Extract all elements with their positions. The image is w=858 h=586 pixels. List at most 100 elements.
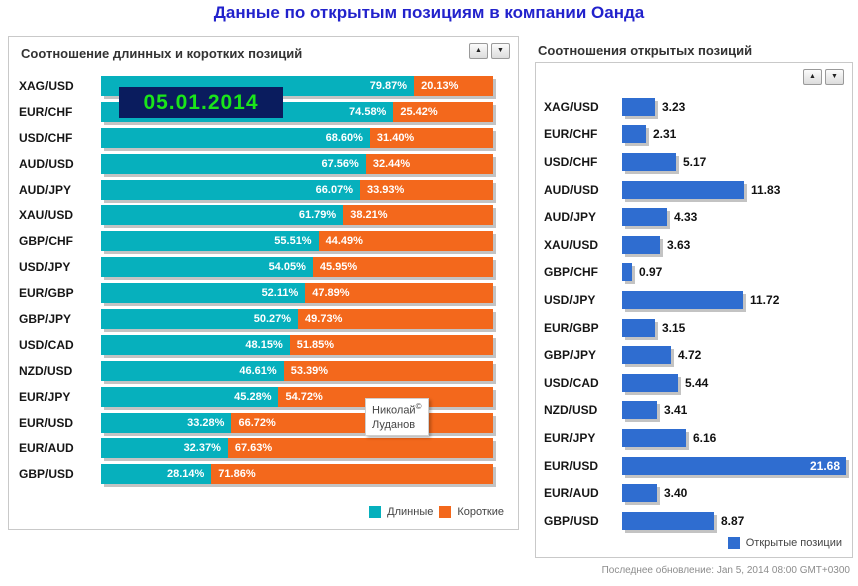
bar-container: 11.83 [622,180,848,199]
long-bar-segment: 28.14% [101,464,212,485]
value-label: 2.31 [653,127,677,142]
short-percent-label: 47.89% [312,287,350,300]
short-percent-label: 38.21% [350,209,388,222]
long-legend-label: Длинные [387,506,434,518]
short-percent-label: 20.13% [421,79,459,92]
table-row: EUR/AUD 3.40 [544,479,848,507]
sort-descending-button[interactable]: ▼ [491,43,510,59]
page-title: Данные по открытым позициям в компании О… [213,3,645,22]
table-row: EUR/JPY 6.16 [544,424,848,452]
currency-pair-label: NZD/USD [544,403,598,418]
long-bar-segment: 50.27% [101,308,299,329]
table-row: EUR/JPY 45.28% 54.72% [19,384,493,410]
long-percent-label: 79.87% [369,79,408,92]
short-bar-segment: 31.40% [369,127,493,148]
long-short-bar: 32.37% 67.63% [101,438,493,459]
short-bar-segment: 33.93% [359,179,493,200]
table-row: USD/CHF 68.60% 31.40% [19,125,493,151]
long-short-bar: 46.61% 53.39% [101,360,493,381]
table-row: EUR/USD 21.68 [544,452,848,480]
sort-ascending-button[interactable]: ▲ [469,43,488,59]
short-percent-label: 66.72% [238,416,276,429]
value-label: 3.41 [664,403,688,418]
table-row: XAU/USD 3.63 [544,231,848,259]
long-percent-label: 45.28% [234,390,272,403]
bar-container: 8.87 [622,511,848,530]
long-bar-segment: 32.37% [101,438,228,459]
value-label: 4.33 [674,210,698,225]
last-update-note: Последнее обновление: Jan 5, 2014 08:00 … [601,565,850,576]
currency-pair-label: EUR/USD [544,458,599,473]
short-bar-segment: 53.39% [283,360,493,381]
open-positions-bar [622,511,714,530]
currency-pair-label: EUR/CHF [544,127,598,142]
short-bar-segment: 47.89% [305,283,493,304]
open-positions-legend-label: Открытые позиции [745,537,842,549]
sort-ascending-button[interactable]: ▲ [803,69,822,85]
table-row: XAG/USD 3.23 [544,93,848,121]
open-positions-bar [622,152,676,171]
value-label: 11.83 [751,182,781,197]
long-bar-segment: 45.28% [101,386,279,407]
short-bar-segment: 20.13% [414,75,493,96]
currency-pair-label: AUD/USD [544,182,599,197]
currency-pair-label: EUR/AUD [19,441,74,456]
long-short-bar: 61.79% 38.21% [101,205,493,226]
bar-container: 11.72 [622,290,848,309]
long-short-bar: 45.28% 54.72% [101,386,493,407]
long-bar-segment: 33.28% [101,412,232,433]
long-percent-label: 54.05% [268,261,306,274]
long-percent-label: 48.15% [245,338,283,351]
short-percent-label: 44.49% [325,235,363,248]
currency-pair-label: USD/CHF [544,154,598,169]
open-positions-bar [622,484,657,503]
sort-descending-button[interactable]: ▼ [825,69,844,85]
long-bar-segment: 67.56% [101,153,366,174]
currency-pair-label: USD/CHF [19,130,73,145]
table-row: NZD/USD 46.61% 53.39% [19,358,493,384]
currency-pair-label: GBP/CHF [19,234,73,249]
short-percent-label: 33.93% [366,183,405,196]
open-positions-panel: ▲ ▼ XAG/USD 3.23 EUR/CHF 2.31 USD/CHF 5.17 AUD… [535,62,853,558]
left-panel-title: Соотношение длинных и коротких позиций [21,46,303,61]
open-positions-bar: 21.68 [622,456,846,475]
long-short-bar: 33.28% 66.72% [101,412,493,433]
long-legend-swatch [369,506,382,518]
long-short-panel: Соотношение длинных и коротких позиций ▲… [8,36,519,530]
short-bar-segment: 51.85% [289,334,493,355]
right-legend: Открытые позиции [727,537,842,549]
open-positions-bar [622,290,743,309]
table-row: AUD/JPY 4.33 [544,203,848,231]
value-label: 3.40 [664,486,688,501]
currency-pair-label: GBP/USD [544,513,599,528]
currency-pair-label: GBP/USD [19,467,74,482]
short-percent-label: 67.63% [234,442,273,455]
open-positions-legend-swatch [727,537,740,549]
table-row: EUR/AUD 32.37% 67.63% [19,435,493,461]
table-row: GBP/CHF 0.97 [544,259,848,287]
long-percent-label: 66.07% [315,183,353,196]
long-bar-segment: 68.60% [101,127,370,148]
currency-pair-label: XAU/USD [544,237,599,252]
long-percent-label: 68.60% [325,131,363,144]
table-row: GBP/USD 8.87 [544,507,848,535]
short-bar-segment: 44.49% [318,231,493,252]
table-row: USD/CAD 5.44 [544,369,848,397]
open-positions-bar [622,346,671,365]
short-bar-segment: 67.63% [227,438,493,459]
currency-pair-label: EUR/CHF [19,104,73,119]
right-panel-title: Соотношения открытых позиций [538,43,753,58]
table-row: XAG/USD 79.87% 20.13% [19,73,493,99]
table-row: GBP/JPY 4.72 [544,341,848,369]
currency-pair-label: USD/JPY [19,260,71,275]
table-row: USD/CAD 48.15% 51.85% [19,332,493,358]
table-row: EUR/GBP 3.15 [544,314,848,342]
short-bar-segment: 38.21% [343,205,493,226]
left-sort-controls: ▲ ▼ [469,43,510,59]
left-legend: Длинные Короткие [369,506,504,518]
long-percent-label: 33.28% [187,416,225,429]
table-row: NZD/USD 3.41 [544,397,848,425]
copyright-icon: © [415,402,422,411]
open-positions-bar [622,318,655,337]
long-percent-label: 55.51% [274,235,312,248]
